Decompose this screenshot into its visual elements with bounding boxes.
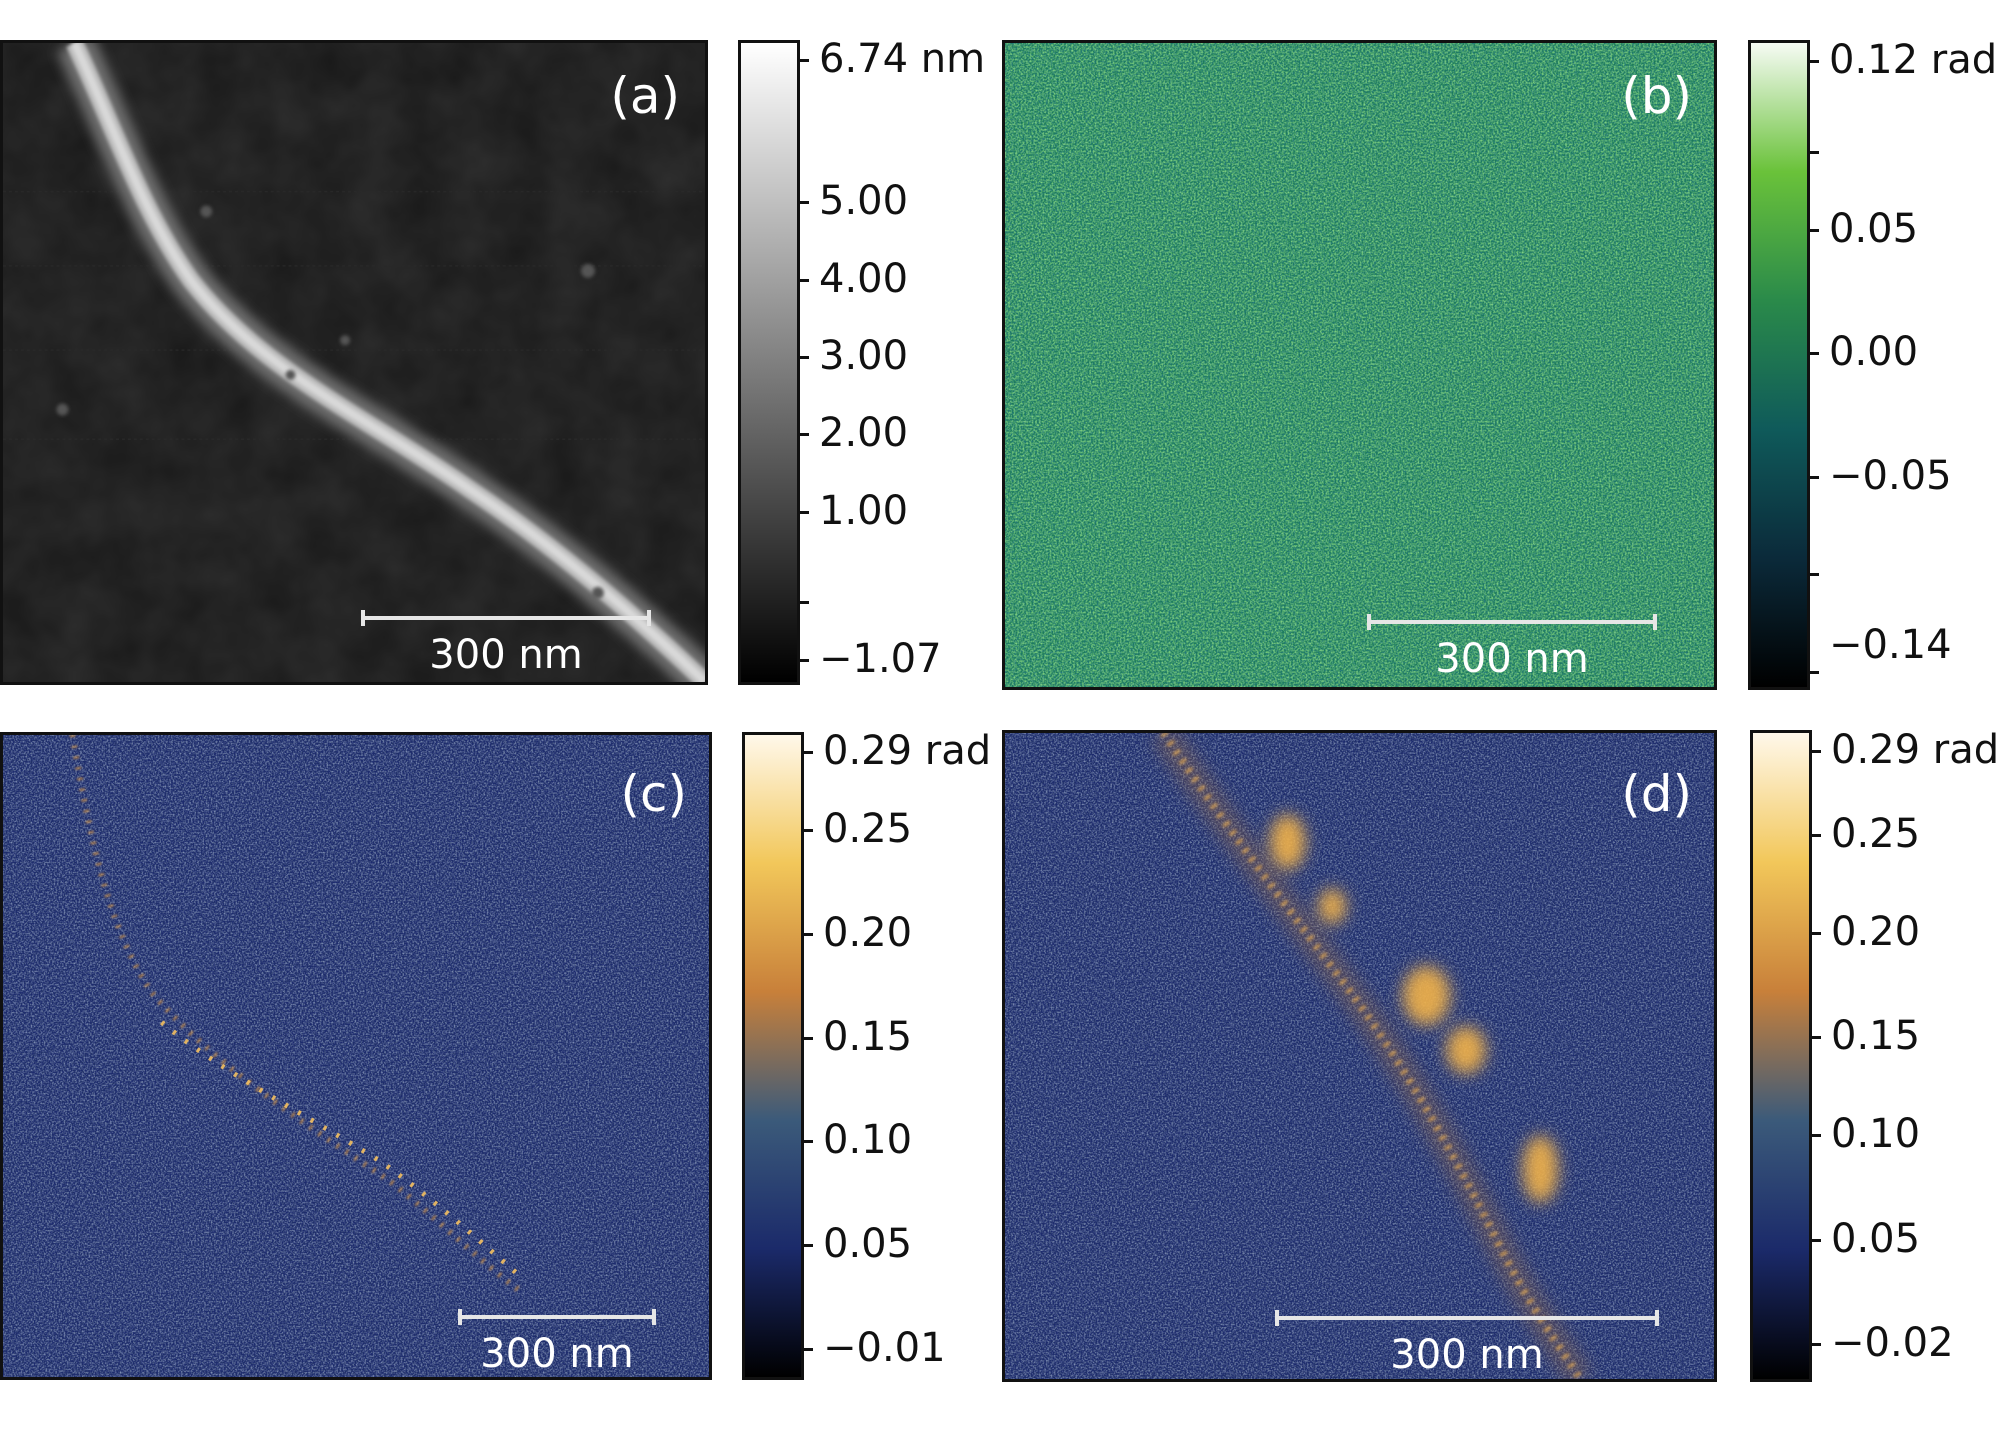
colorbar-tick-label: 0.00 [1829,329,1919,375]
colorbar-b-ticks: 0.12 rad 0.05 0.00 −0.05 −0.14 [1807,40,1997,690]
colorbar-tick-label: 0.20 [1831,909,1921,956]
panel-c-phase-image: (c) 300 nm [0,732,712,1380]
scale-bar-label: 300 nm [1390,1332,1544,1378]
colorbar-tick [801,1243,813,1247]
colorbar-tick-label: −0.01 [823,1324,946,1371]
colorbar-tick [801,932,813,936]
colorbar-tick-label: 0.05 [1829,205,1919,252]
colorbar-tick [1809,1134,1821,1138]
colorbar-tick [801,751,813,755]
colorbar-tick [1809,1238,1821,1242]
colorbar-tick [1807,475,1819,479]
phase-map [1005,733,1714,1379]
colorbar-tick-label: 0.29 rad [1831,726,2000,773]
panel-d-phase-image: (d) 300 nm [1002,730,1717,1382]
colorbar-tick-label: 0.10 [823,1117,913,1164]
phase-map [1005,43,1714,687]
colorbar-tick-label: −0.02 [1831,1319,1954,1366]
panel-label: (a) [610,67,680,125]
colorbar-tick [797,510,809,514]
colorbar-tick [1807,352,1819,355]
colorbar-tick [801,829,813,833]
scale-bar-label: 300 nm [429,632,583,678]
colorbar-tick [797,433,809,437]
panel-b-phase-image: (b) 300 nm [1002,40,1717,690]
colorbar-tick [797,59,809,63]
panel-label: (d) [1621,765,1692,823]
colorbar-tick [1807,670,1819,674]
panel-label: (b) [1621,67,1692,125]
colorbar-tick-label: 0.25 [823,806,913,853]
colorbar-a-ticks: 6.74 nm 5.00 4.00 3.00 2.00 1.00 −1.07 [797,36,1017,685]
colorbar-tick-label: 6.74 nm [819,36,986,83]
colorbar-tick-label: 1.00 [819,487,909,534]
colorbar-b [1748,40,1810,690]
colorbar-tick-label: 4.00 [819,255,909,302]
colorbar-tick-label: 0.25 [1831,811,1921,858]
colorbar-tick [801,1347,813,1351]
colorbar-tick-label: 0.12 rad [1829,36,1998,83]
colorbar-tick [1809,749,1821,753]
colorbar-d [1750,730,1812,1382]
colorbar-tick-label: 0.05 [823,1220,913,1267]
colorbar-tick-label: 0.15 [823,1013,913,1060]
panel-a-topography-image: (a) 300 nm [0,40,708,685]
colorbar-tick [1809,1036,1821,1040]
colorbar-tick-label: 3.00 [819,333,909,380]
colorbar-tick [801,1140,813,1144]
colorbar-tick-label: 0.05 [1831,1215,1921,1262]
colorbar-tick [1807,228,1819,232]
colorbar-d-ticks: 0.29 rad 0.25 0.20 0.15 0.10 0.05 −0.02 [1809,730,1999,1382]
colorbar-tick [801,1036,813,1040]
colorbar-tick [797,659,809,663]
colorbar-tick [1807,59,1819,63]
scale-bar-label: 300 nm [1435,636,1589,682]
colorbar-c [742,732,804,1380]
colorbar-tick [797,356,809,360]
colorbar-tick-label: 0.20 [823,909,913,956]
colorbar-tick-label: 5.00 [819,178,909,225]
colorbar-tick [1807,150,1819,154]
colorbar-tick-label: 2.00 [819,410,909,457]
colorbar-tick-label: −0.05 [1829,452,1952,499]
colorbar-tick [797,601,809,605]
colorbar-tick-label: 0.15 [1831,1013,1921,1060]
colorbar-tick [797,278,809,282]
colorbar-c-ticks: 0.29 rad 0.25 0.20 0.15 0.10 0.05 −0.01 [801,728,1001,1380]
colorbar-tick [1807,573,1819,576]
phase-map [3,735,709,1377]
colorbar-tick-label: −1.07 [819,636,942,683]
colorbar-tick [1809,1342,1821,1346]
scale-bar-label: 300 nm [480,1331,634,1377]
colorbar-tick [797,201,809,205]
colorbar-tick-label: 0.29 rad [823,728,992,775]
colorbar-tick [1809,834,1821,838]
colorbar-tick-label: 0.10 [1831,1111,1921,1158]
colorbar-tick [1809,932,1821,936]
colorbar-a [738,40,800,685]
topography-map [3,43,705,682]
colorbar-tick-label: −0.14 [1829,621,1952,668]
panel-label: (c) [620,765,687,823]
